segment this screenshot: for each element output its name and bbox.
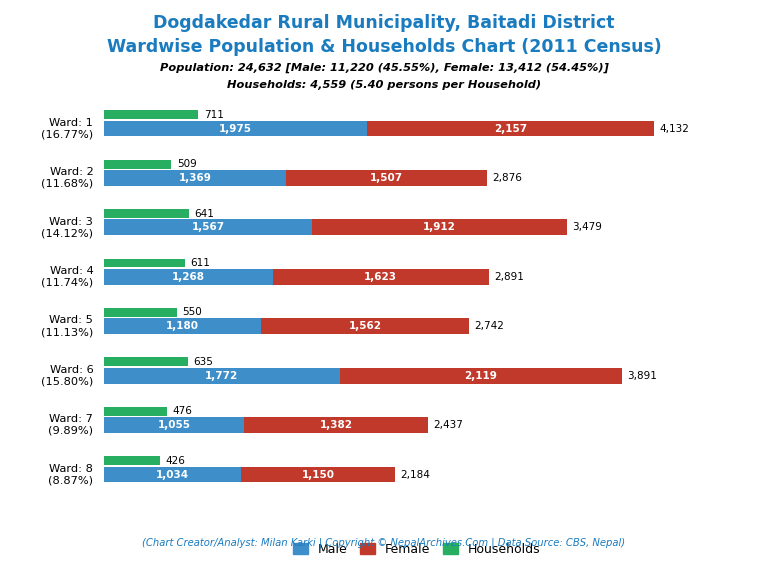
Bar — [366, 121, 654, 136]
Bar — [104, 417, 244, 433]
Text: 1,562: 1,562 — [349, 321, 382, 331]
Text: 1,623: 1,623 — [364, 272, 397, 282]
Text: 641: 641 — [194, 209, 214, 219]
Text: 1,034: 1,034 — [156, 470, 189, 480]
Text: Wardwise Population & Households Chart (2011 Census): Wardwise Population & Households Chart (… — [107, 38, 661, 56]
Text: 476: 476 — [172, 406, 192, 416]
Text: Population: 24,632 [Male: 11,220 (45.55%), Female: 13,412 (54.45%)]: Population: 24,632 [Male: 11,220 (45.55%… — [160, 63, 608, 73]
Text: 711: 711 — [204, 110, 223, 119]
Text: 1,369: 1,369 — [178, 173, 211, 183]
Text: 1,382: 1,382 — [319, 420, 353, 430]
Text: 426: 426 — [166, 456, 186, 466]
Text: 635: 635 — [194, 357, 214, 367]
Legend: Male, Female, Households: Male, Female, Households — [288, 538, 545, 561]
Bar — [104, 160, 171, 169]
Bar — [104, 308, 177, 317]
Text: 2,157: 2,157 — [494, 124, 527, 133]
Text: 1,772: 1,772 — [205, 371, 238, 380]
Text: Households: 4,559 (5.40 persons per Household): Households: 4,559 (5.40 persons per Hous… — [227, 80, 541, 90]
Bar — [104, 209, 189, 218]
Text: 2,437: 2,437 — [434, 420, 463, 430]
Bar — [104, 466, 241, 483]
Bar — [261, 318, 468, 334]
Text: 3,479: 3,479 — [572, 222, 602, 233]
Text: Dogdakedar Rural Municipality, Baitadi District: Dogdakedar Rural Municipality, Baitadi D… — [154, 14, 614, 32]
Bar — [104, 121, 366, 136]
Text: (Chart Creator/Analyst: Milan Karki | Copyright © NepalArchives.Com | Data Sourc: (Chart Creator/Analyst: Milan Karki | Co… — [142, 538, 626, 548]
Text: 1,975: 1,975 — [219, 124, 252, 133]
Text: 2,184: 2,184 — [400, 470, 430, 480]
Bar — [339, 368, 622, 383]
Text: 2,742: 2,742 — [474, 321, 504, 331]
Bar — [104, 357, 188, 367]
Bar — [104, 407, 167, 416]
Bar — [104, 219, 313, 235]
Text: 1,567: 1,567 — [191, 222, 224, 233]
Bar — [104, 456, 161, 465]
Text: 1,268: 1,268 — [171, 272, 204, 282]
Bar — [244, 417, 429, 433]
Bar — [273, 269, 488, 285]
Text: 1,180: 1,180 — [166, 321, 199, 331]
Text: 2,876: 2,876 — [492, 173, 522, 183]
Bar — [286, 170, 487, 186]
Text: 1,912: 1,912 — [423, 222, 456, 233]
Bar — [104, 110, 198, 119]
Bar — [104, 269, 273, 285]
Bar — [104, 259, 185, 267]
Bar — [104, 170, 286, 186]
Text: 1,150: 1,150 — [302, 470, 334, 480]
Bar — [313, 219, 567, 235]
Text: 1,507: 1,507 — [369, 173, 403, 183]
Bar — [104, 318, 261, 334]
Text: 509: 509 — [177, 159, 197, 169]
Bar — [241, 466, 395, 483]
Text: 611: 611 — [190, 258, 210, 268]
Text: 550: 550 — [182, 307, 202, 317]
Text: 2,891: 2,891 — [494, 272, 524, 282]
Text: 4,132: 4,132 — [659, 124, 689, 133]
Bar — [104, 368, 339, 383]
Text: 2,119: 2,119 — [465, 371, 497, 380]
Text: 3,891: 3,891 — [627, 371, 657, 380]
Text: 1,055: 1,055 — [157, 420, 190, 430]
